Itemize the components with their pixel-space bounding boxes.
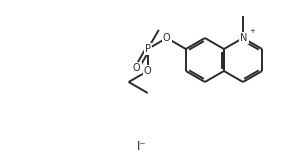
Text: O: O <box>144 66 152 76</box>
Text: P: P <box>145 44 151 54</box>
Text: I⁻: I⁻ <box>137 139 147 153</box>
Text: N: N <box>240 33 248 43</box>
Text: O: O <box>163 33 171 43</box>
Text: O: O <box>133 63 141 73</box>
Text: +: + <box>249 28 255 34</box>
